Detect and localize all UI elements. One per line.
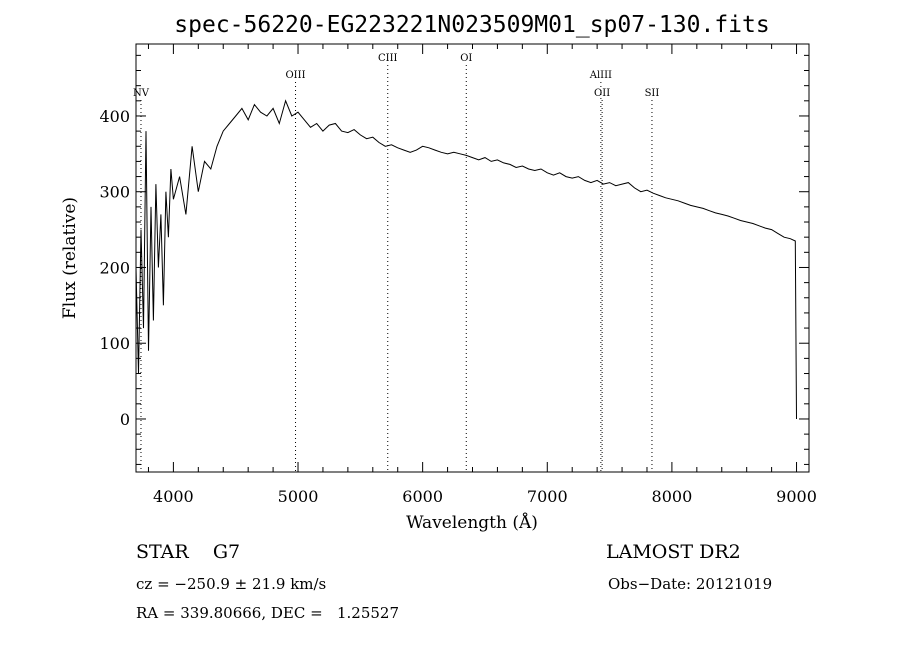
y-tick-label: 100 [99, 334, 130, 353]
x-tick-label: 7000 [527, 487, 568, 506]
spectral-line-label: CIII [378, 53, 398, 64]
coordinates: RA = 339.80666, DEC = 1.25527 [136, 604, 400, 622]
x-tick-label: 5000 [278, 487, 319, 506]
survey-name: LAMOST DR2 [606, 541, 741, 563]
x-tick-label: 6000 [402, 487, 443, 506]
spectral-line-label: OII [594, 88, 610, 99]
spectral-line-label: OI [460, 53, 472, 64]
x-tick-label: 9000 [776, 487, 817, 506]
x-tick-label: 8000 [652, 487, 693, 506]
x-tick-label: 4000 [153, 487, 194, 506]
chart-title: spec-56220-EG223221N023509M01_sp07-130.f… [174, 12, 769, 38]
y-tick-label: 0 [120, 410, 130, 429]
x-axis-label: Wavelength (Å) [406, 512, 538, 533]
spectrum-series-line [135, 99, 797, 420]
object-class: STAR G7 [136, 541, 241, 563]
y-axis-label: Flux (relative) [60, 197, 80, 319]
spectral-line-label: NV [133, 88, 150, 99]
plot-frame [135, 43, 810, 473]
spectral-line-label: AlIII [589, 70, 612, 81]
y-tick-label: 200 [99, 258, 130, 277]
redshift-cz: cz = −250.9 ± 21.9 km/s [136, 575, 327, 593]
spectral-line-label: OIII [285, 70, 305, 81]
spectral-line-label: SII [645, 88, 660, 99]
spectral-lines: NV OIII CIII OI AlIII OII SII [133, 53, 659, 472]
y-tick-label: 400 [99, 107, 130, 126]
x-axis: 4000 5000 6000 7000 8000 9000 [147, 44, 817, 506]
y-tick-label: 300 [99, 183, 130, 202]
y-axis: 0 100 200 300 400 [99, 54, 809, 465]
obs-date: Obs−Date: 20121019 [608, 575, 773, 593]
